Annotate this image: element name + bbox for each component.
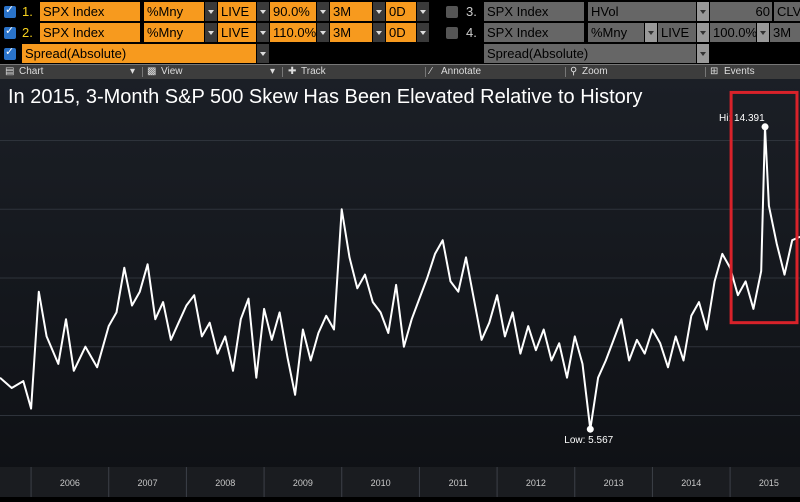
series-3-checkbox[interactable] xyxy=(446,6,458,18)
chart-menu[interactable]: Chart xyxy=(19,66,44,77)
series-1-moneyness[interactable]: 90.0% xyxy=(270,2,316,21)
series-2-offset-dropdown[interactable] xyxy=(417,23,429,42)
calculation-1-select[interactable]: Spread(Absolute) xyxy=(22,44,256,63)
x-tick-label: 2011 xyxy=(449,478,468,488)
menu-separator xyxy=(565,67,566,77)
x-tick-label: 2007 xyxy=(138,478,158,488)
calculation-1-checkbox[interactable] xyxy=(4,45,16,60)
series-1-ticker[interactable]: SPX Index xyxy=(40,2,140,21)
high-label: Hi: 14.391 xyxy=(719,113,765,124)
series-4-moneyness[interactable]: 100.0% xyxy=(710,23,756,42)
zoom-menu[interactable]: Zoom xyxy=(582,66,608,77)
menu-separator xyxy=(142,67,143,77)
series-4-number: 4. xyxy=(466,25,477,40)
zoom-icon[interactable]: ⚲ xyxy=(570,66,578,77)
series-4-moneyness-dropdown[interactable] xyxy=(757,23,769,42)
menu-separator xyxy=(282,67,283,77)
annotate-menu[interactable]: Annotate xyxy=(441,66,482,77)
series-2-tenor-dropdown[interactable] xyxy=(373,23,385,42)
chart-icon[interactable]: ▤ xyxy=(5,66,15,77)
chart-markers: Hi: 14.391 Low: 5.567 xyxy=(564,90,799,446)
series-3-price-type[interactable]: CLV xyxy=(774,2,800,21)
low-label: Low: 5.567 xyxy=(564,435,613,446)
series-3-ticker[interactable]: SPX Index xyxy=(484,2,584,21)
x-tick-label: 2015 xyxy=(759,478,779,488)
series-3-number: 3. xyxy=(466,4,477,19)
x-tick-label: 2010 xyxy=(371,478,391,488)
series-2-number: 2. xyxy=(22,25,33,40)
series-1-measure[interactable]: %Mny xyxy=(144,2,204,21)
parameter-row-1: 1. SPX Index %Mny LIVE 90.0% 3M 0D 3. SP… xyxy=(0,2,800,22)
highlight-box-2015 xyxy=(729,90,799,325)
x-tick-label: 2006 xyxy=(60,478,80,488)
series-1-tenor[interactable]: 3M xyxy=(330,2,372,21)
chart-series-layer xyxy=(0,125,800,431)
calculation-1-dropdown[interactable] xyxy=(257,44,269,63)
view-menu-dropdown-icon[interactable]: ▾ xyxy=(270,66,276,77)
series-4-ticker[interactable]: SPX Index xyxy=(484,23,584,42)
series-1-source[interactable]: LIVE xyxy=(218,2,256,21)
series-4-tenor[interactable]: 3M xyxy=(770,23,800,42)
series-2-moneyness-dropdown[interactable] xyxy=(317,23,329,42)
events-menu[interactable]: Events xyxy=(724,66,755,77)
series-4-source[interactable]: LIVE xyxy=(658,23,696,42)
series-1-measure-dropdown[interactable] xyxy=(205,2,217,21)
series-1-offset-dropdown[interactable] xyxy=(417,2,429,21)
series-2-moneyness[interactable]: 110.0% xyxy=(270,23,316,42)
low-point-marker xyxy=(586,425,594,433)
skew-line-chart[interactable]: Hi: 14.391 Low: 5.567 2006 2007 2008 2009 201… xyxy=(0,79,800,497)
menu-separator xyxy=(425,67,426,77)
series-1-offset[interactable]: 0D xyxy=(386,2,416,21)
series-2-checkbox[interactable] xyxy=(4,24,16,39)
series-2-offset[interactable]: 0D xyxy=(386,23,416,42)
chart-gridlines xyxy=(0,140,800,416)
calculation-2-dropdown[interactable] xyxy=(697,44,709,63)
series-1-source-dropdown[interactable] xyxy=(257,2,269,21)
chart-title: In 2015, 3-Month S&P 500 Skew Has Been E… xyxy=(8,86,643,108)
series-4-measure-dropdown[interactable] xyxy=(645,23,657,42)
x-tick-label: 2008 xyxy=(215,478,235,488)
x-axis: 2006 2007 2008 2009 2010 2011 2012 2013 2014 2015 xyxy=(0,467,800,497)
track-menu[interactable]: Track xyxy=(301,66,326,77)
series-4-source-dropdown[interactable] xyxy=(697,23,709,42)
series-2-source-dropdown[interactable] xyxy=(257,23,269,42)
chart-menu-bar: ▤ Chart ▾ ▩ View ▾ ✚ Track ∕ Annotate ⚲ … xyxy=(0,64,800,79)
series-3-measure[interactable]: HVol xyxy=(588,2,696,21)
series-2-source[interactable]: LIVE xyxy=(218,23,256,42)
series-4-measure[interactable]: %Mny xyxy=(588,23,644,42)
x-tick-label: 2012 xyxy=(526,478,546,488)
chart-panel: Hi: 14.391 Low: 5.567 2006 2007 2008 2009 201… xyxy=(0,79,800,497)
x-tick-label: 2009 xyxy=(293,478,313,488)
high-point-marker xyxy=(761,123,769,131)
series-4-checkbox[interactable] xyxy=(446,27,458,39)
series-1-number: 1. xyxy=(22,4,33,19)
view-menu[interactable]: View xyxy=(161,66,183,77)
parameter-row-2: 2. SPX Index %Mny LIVE 110.0% 3M 0D 4. S… xyxy=(0,23,800,43)
series-1-checkbox[interactable] xyxy=(4,3,16,18)
chart-menu-dropdown-icon[interactable]: ▾ xyxy=(130,66,136,77)
series-2-ticker[interactable]: SPX Index xyxy=(40,23,140,42)
annotate-icon[interactable]: ∕ xyxy=(430,66,432,77)
series-3-measure-dropdown[interactable] xyxy=(697,2,709,21)
series-3-window[interactable]: 60 xyxy=(710,2,772,21)
security-parameter-panel: 1. SPX Index %Mny LIVE 90.0% 3M 0D 3. SP… xyxy=(0,0,800,64)
series-1-moneyness-dropdown[interactable] xyxy=(317,2,329,21)
series-2-measure[interactable]: %Mny xyxy=(144,23,204,42)
series-1-tenor-dropdown[interactable] xyxy=(373,2,385,21)
view-icon[interactable]: ▩ xyxy=(147,66,157,77)
menu-separator xyxy=(705,67,706,77)
x-tick-label: 2013 xyxy=(604,478,624,488)
events-icon[interactable]: ⊞ xyxy=(710,66,719,77)
x-axis-band xyxy=(0,467,800,497)
x-tick-label: 2014 xyxy=(681,478,701,488)
skew-series-line xyxy=(0,125,800,431)
track-icon[interactable]: ✚ xyxy=(288,66,297,77)
calculation-2-select[interactable]: Spread(Absolute) xyxy=(484,44,696,63)
series-2-measure-dropdown[interactable] xyxy=(205,23,217,42)
series-2-tenor[interactable]: 3M xyxy=(330,23,372,42)
parameter-row-3: Spread(Absolute) Spread(Absolute) xyxy=(0,44,800,64)
